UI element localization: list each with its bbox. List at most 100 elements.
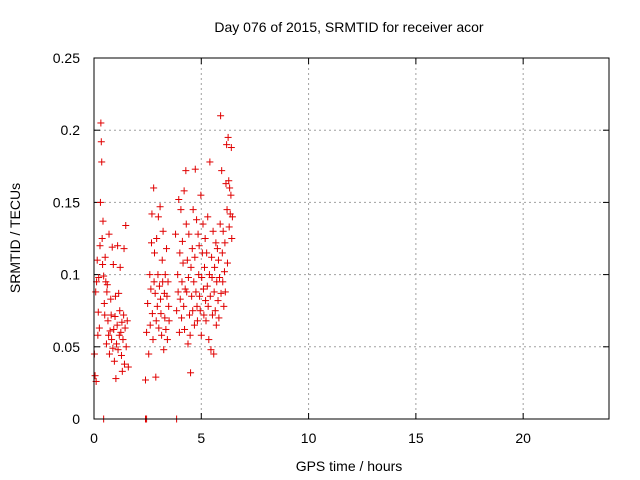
y-tick-label: 0.05 [53, 339, 80, 355]
data-point [178, 314, 186, 322]
data-point [218, 249, 226, 257]
data-point [161, 271, 169, 279]
data-point [219, 278, 227, 286]
data-point [198, 273, 206, 281]
data-point [180, 187, 188, 195]
data-point [103, 288, 111, 296]
data-point [119, 336, 127, 344]
data-point [97, 138, 105, 146]
data-point [150, 278, 158, 286]
data-point [148, 239, 156, 247]
data-point [174, 288, 182, 296]
data-point [96, 242, 104, 250]
y-tick-label: 0.2 [61, 122, 81, 138]
data-point [209, 227, 217, 235]
data-point [227, 191, 235, 199]
data-point [108, 336, 116, 344]
data-point [151, 289, 159, 297]
data-point [149, 336, 157, 344]
data-point [142, 376, 149, 384]
data-point [116, 307, 124, 315]
data-point [190, 278, 198, 286]
data-point [219, 227, 227, 235]
data-point [172, 230, 180, 238]
x-tick-label: 5 [197, 430, 205, 446]
data-point [109, 344, 117, 352]
y-axis-label: SRMTID / TECUs [7, 183, 23, 293]
data-point [210, 350, 218, 358]
data-point [179, 259, 187, 267]
data-point [189, 307, 197, 315]
data-point [178, 278, 186, 286]
data-point [196, 292, 204, 300]
data-point [224, 133, 232, 141]
data-point [163, 336, 171, 344]
data-point [225, 223, 233, 231]
data-point [105, 350, 113, 358]
data-point [105, 230, 113, 238]
data-point [106, 327, 114, 335]
data-point [203, 282, 211, 290]
data-points [90, 112, 236, 423]
data-point [205, 336, 213, 344]
data-point [207, 346, 215, 354]
data-point [204, 213, 212, 221]
data-point [214, 297, 222, 305]
data-point [201, 263, 209, 271]
data-point [194, 230, 202, 238]
data-point [190, 321, 198, 329]
data-point [120, 245, 128, 253]
data-point [146, 271, 154, 279]
data-point [163, 292, 171, 300]
data-point [193, 216, 201, 224]
data-point [94, 331, 102, 339]
data-point [121, 324, 129, 332]
data-point [158, 331, 166, 339]
data-point [202, 317, 210, 325]
data-point [161, 314, 169, 322]
data-point [91, 372, 99, 380]
data-point [104, 317, 112, 325]
data-point [181, 285, 189, 293]
data-point [157, 295, 165, 303]
axis-ticks [93, 57, 609, 420]
data-point [120, 311, 128, 319]
data-point [165, 302, 173, 310]
data-point [211, 307, 219, 315]
data-point [184, 273, 192, 281]
y-tick-label: 0.15 [53, 194, 80, 210]
data-point [155, 324, 163, 332]
data-point [212, 321, 220, 329]
x-tick-label: 15 [408, 430, 424, 446]
data-point [218, 167, 226, 175]
data-point [197, 331, 205, 339]
y-tick-labels: 0 0.05 0.1 0.15 0.2 0.25 [53, 50, 80, 427]
data-point [221, 239, 229, 247]
data-point [122, 343, 130, 351]
data-point [123, 317, 131, 325]
data-point [113, 321, 121, 329]
data-point [100, 272, 108, 280]
data-point [146, 321, 154, 329]
data-point [175, 196, 183, 204]
data-point [191, 253, 199, 261]
data-point [185, 311, 193, 319]
data-point [102, 278, 110, 286]
data-point [174, 271, 182, 279]
x-tick-label: 0 [90, 430, 98, 446]
data-point [199, 285, 207, 293]
data-point [103, 281, 111, 289]
data-point [217, 112, 225, 120]
data-point [111, 312, 119, 320]
data-point [122, 222, 130, 230]
data-point [99, 260, 107, 268]
data-point [195, 271, 203, 279]
data-point [216, 273, 224, 281]
data-point [208, 253, 216, 261]
data-point [182, 167, 190, 175]
data-point [183, 288, 191, 296]
data-point [110, 357, 118, 365]
data-point [98, 158, 106, 166]
data-point [94, 308, 102, 316]
